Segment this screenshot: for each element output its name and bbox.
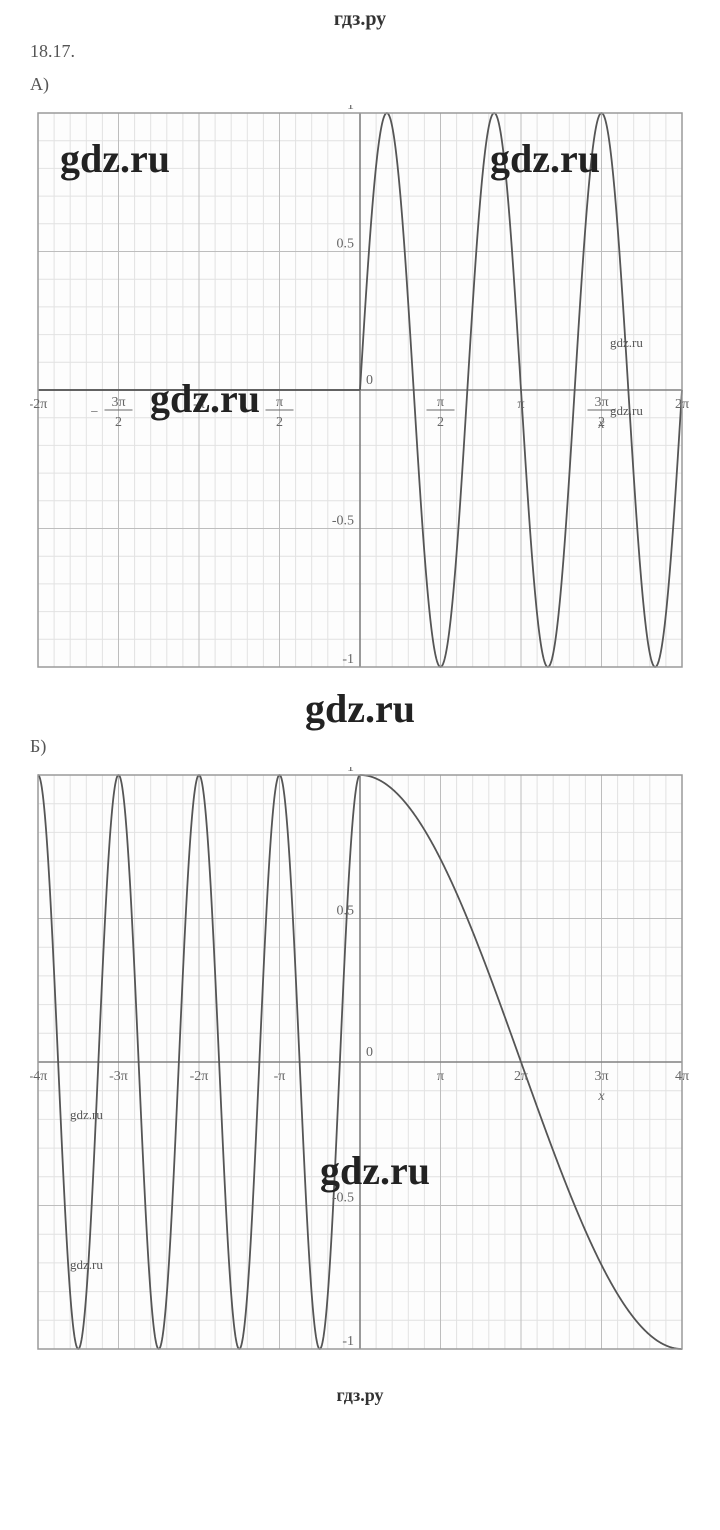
svg-text:-2π: -2π xyxy=(30,397,47,412)
svg-text:π: π xyxy=(437,1069,444,1084)
svg-text:2: 2 xyxy=(276,415,283,430)
svg-text:-1: -1 xyxy=(342,1334,354,1349)
svg-text:-0.5: -0.5 xyxy=(332,514,354,529)
svg-text:1: 1 xyxy=(347,767,354,775)
svg-text:π: π xyxy=(437,395,444,410)
page-footer: гдз.ру xyxy=(0,1377,720,1420)
page-header: гдз.ру xyxy=(0,0,720,37)
exercise-number: 18.17. xyxy=(0,37,720,64)
svg-text:x: x xyxy=(597,417,605,432)
svg-text:π: π xyxy=(276,395,283,410)
svg-text:-3π: -3π xyxy=(109,1069,128,1084)
page: гдз.ру 18.17. А) -1-0.50.51-2π−3π2-π−π20… xyxy=(0,0,720,1420)
svg-text:1: 1 xyxy=(347,105,354,113)
svg-text:4π: 4π xyxy=(675,1069,689,1084)
chart-a: -1-0.50.51-2π−3π2-π−π20π2π3π22πxgdz.rugd… xyxy=(30,105,690,675)
svg-text:-2π: -2π xyxy=(190,1069,209,1084)
svg-text:π: π xyxy=(517,397,524,412)
svg-text:-0.5: -0.5 xyxy=(332,1191,354,1206)
svg-text:-1: -1 xyxy=(342,652,354,667)
svg-text:0.5: 0.5 xyxy=(337,237,355,252)
svg-text:0: 0 xyxy=(366,373,373,388)
svg-text:−: − xyxy=(252,405,260,420)
watermark: gdz.ru xyxy=(305,686,415,731)
svg-text:-π: -π xyxy=(274,1069,286,1084)
svg-text:3π: 3π xyxy=(594,395,608,410)
svg-text:x: x xyxy=(597,1089,605,1104)
svg-text:−: − xyxy=(91,405,99,420)
svg-text:2: 2 xyxy=(115,415,122,430)
svg-text:2π: 2π xyxy=(514,1069,528,1084)
svg-text:-π: -π xyxy=(193,397,205,412)
svg-text:-4π: -4π xyxy=(30,1069,47,1084)
part-label-a: А) xyxy=(0,64,720,97)
svg-text:3π: 3π xyxy=(111,395,125,410)
chart-b: -1-0.50.51-4π-3π-2π-π0π2π3π4πxgdz.rugdz.… xyxy=(30,767,690,1357)
svg-text:2π: 2π xyxy=(675,397,689,412)
svg-text:0: 0 xyxy=(366,1045,373,1060)
svg-text:2: 2 xyxy=(437,415,444,430)
svg-text:0.5: 0.5 xyxy=(337,904,355,919)
svg-text:3π: 3π xyxy=(594,1069,608,1084)
